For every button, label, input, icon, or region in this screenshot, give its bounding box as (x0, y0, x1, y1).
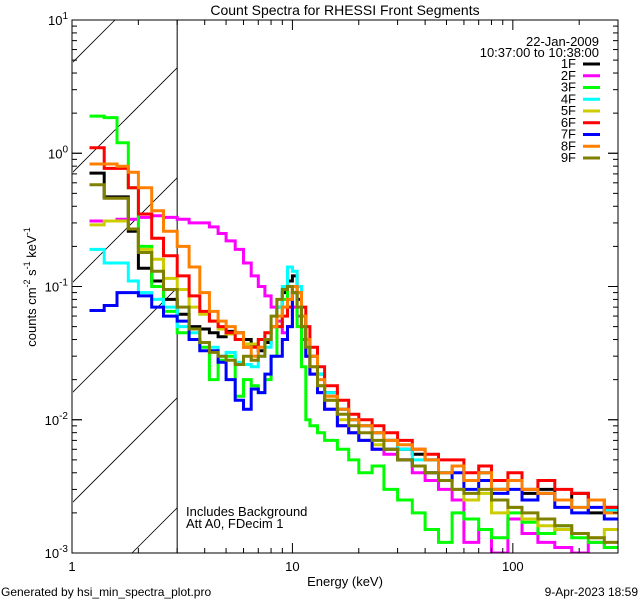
legend-label-4F: 4F (561, 91, 576, 106)
footer-timestamp: 9-Apr-2023 18:59 (545, 585, 639, 599)
series-line-1F (89, 171, 618, 515)
tick-labels: 1 10 100 10-3 10-2 10-1 100 101 (45, 11, 524, 574)
time-range-label: 10:37:00 to 10:38:00 (480, 45, 599, 60)
axis-ticks (71, 19, 619, 554)
y-axis-label: counts cm-2 s-1 keV-1 (22, 227, 39, 346)
footer-generated-by: Generated by hsi_min_spectra_plot.pro (1, 585, 211, 599)
chart-title: Count Spectra for RHESSI Front Segments (210, 2, 479, 18)
series-line-2F (89, 214, 618, 553)
legend-label-3F: 3F (561, 80, 576, 95)
legend-label-1F: 1F (561, 56, 576, 71)
date-label: 22-Jan-2009 (526, 34, 599, 49)
hatch-line (131, 507, 178, 553)
hatch-line (73, 287, 178, 393)
y-tick-label: 10-2 (45, 411, 69, 428)
legend-label-6F: 6F (561, 115, 576, 130)
hatch-line (73, 177, 178, 283)
x-tick-label: 100 (502, 559, 524, 574)
hatch-line (73, 20, 116, 63)
y-tick-label: 100 (48, 144, 68, 161)
series-lines (89, 114, 618, 553)
y-tick-label: 10-1 (45, 278, 69, 295)
x-axis-label: Energy (keV) (307, 574, 383, 589)
y-tick-label: 101 (48, 11, 68, 28)
series-line-9F (89, 183, 618, 544)
annotation-attenuator: Att A0, FDecim 1 (186, 516, 284, 531)
series-line-8F (89, 162, 618, 515)
annotation-background: Includes Background (186, 504, 307, 519)
series-line-6F (89, 146, 618, 509)
hatch-line (73, 397, 178, 503)
hatch-line (73, 67, 178, 173)
x-tick-label: 10 (285, 559, 299, 574)
x-tick-label: 1 (68, 559, 75, 574)
y-tick-label: 10-3 (45, 544, 69, 561)
legend-label-7F: 7F (561, 127, 576, 142)
legend-label-2F: 2F (561, 68, 576, 83)
legend-label-8F: 8F (561, 138, 576, 153)
legend-label-5F: 5F (561, 103, 576, 118)
legend-label-9F: 9F (561, 150, 576, 165)
